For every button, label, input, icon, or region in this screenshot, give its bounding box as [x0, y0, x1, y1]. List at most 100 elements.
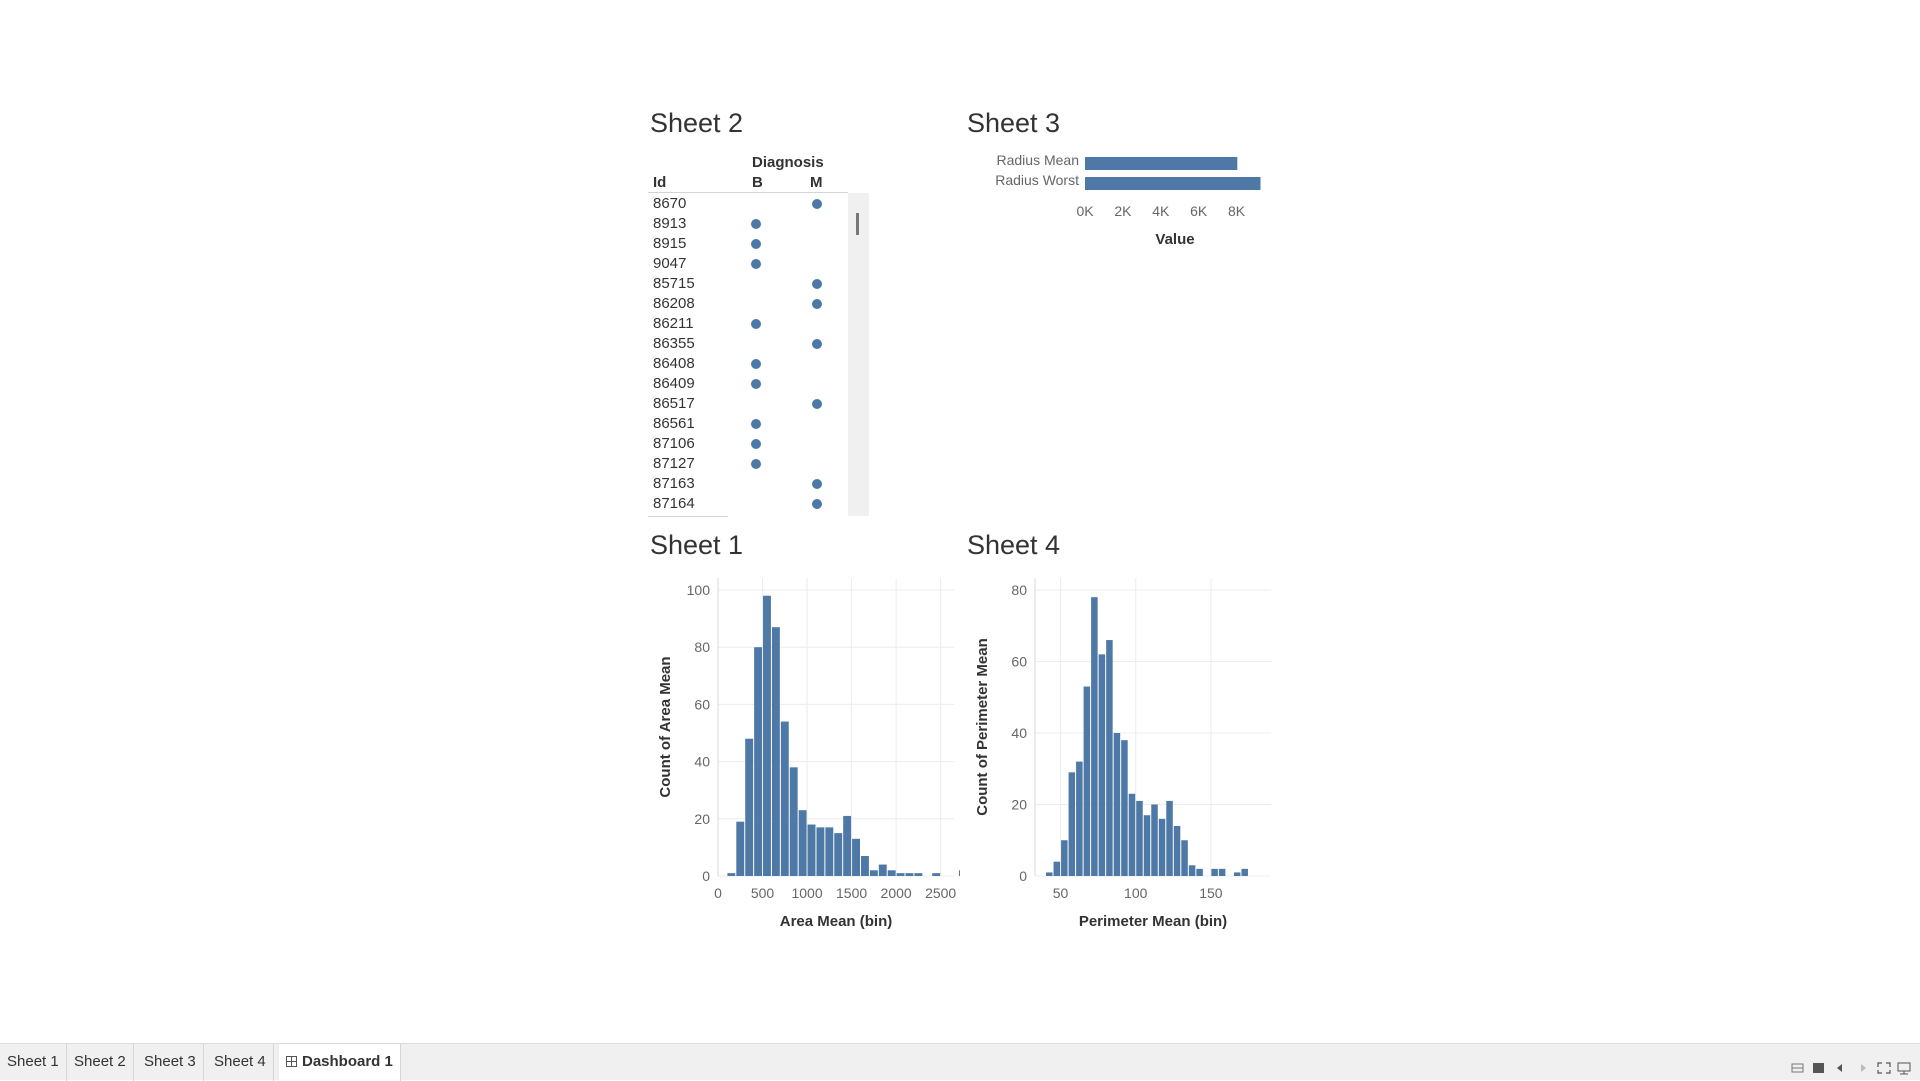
diagnosis-dot-m[interactable] — [812, 339, 822, 349]
histogram-bar[interactable] — [727, 873, 736, 876]
histogram-bar[interactable] — [798, 810, 807, 876]
diagnosis-dot-m[interactable] — [812, 279, 822, 289]
bar-radius-worst[interactable] — [1085, 177, 1261, 190]
diagnosis-dot-b[interactable] — [751, 259, 761, 269]
histogram-bar[interactable] — [1241, 868, 1248, 876]
diagnosis-dot-b[interactable] — [751, 219, 761, 229]
histogram-bar[interactable] — [1083, 686, 1091, 876]
next-tab-icon[interactable] — [1861, 1064, 1866, 1072]
table-row[interactable]: 8915 — [650, 233, 850, 253]
diagnosis-dot-b[interactable] — [751, 319, 761, 329]
histogram-bar[interactable] — [1046, 872, 1053, 876]
tab-dashboard-1[interactable]: Dashboard 1 — [279, 1044, 401, 1081]
histogram-bar[interactable] — [1091, 597, 1098, 876]
histogram-bar[interactable] — [852, 838, 860, 876]
tab-sheet-1[interactable]: Sheet 1 — [0, 1044, 67, 1081]
histogram-bar[interactable] — [780, 721, 789, 876]
table-row[interactable]: 8670 — [650, 193, 850, 213]
histogram-bar[interactable] — [1211, 868, 1218, 876]
table-row[interactable]: 86408 — [650, 353, 850, 373]
histogram-bar[interactable] — [896, 873, 905, 876]
histogram-bar[interactable] — [754, 647, 763, 876]
table-row[interactable]: 86355 — [650, 333, 850, 353]
x-axis-title: Value — [1155, 231, 1194, 248]
bar-radius-mean[interactable] — [1085, 157, 1238, 170]
histogram-bar[interactable] — [1143, 815, 1151, 876]
histogram-bar[interactable] — [1218, 868, 1226, 876]
histogram-bar[interactable] — [825, 827, 834, 876]
histogram-bar[interactable] — [1158, 818, 1166, 876]
previous-tab-icon[interactable] — [1837, 1064, 1842, 1072]
histogram-bar[interactable] — [1076, 761, 1083, 876]
y-axis-title: Count of Area Mean — [657, 656, 674, 797]
histogram-bar[interactable] — [905, 873, 914, 876]
histogram-bar[interactable] — [1106, 640, 1113, 876]
histogram-bar[interactable] — [771, 627, 780, 876]
histogram-bar[interactable] — [745, 738, 754, 876]
histogram-bar[interactable] — [763, 595, 771, 876]
category-label: Radius Worst — [995, 172, 1079, 188]
tab-sheet-2[interactable]: Sheet 2 — [67, 1044, 134, 1081]
histogram-bar[interactable] — [887, 870, 896, 876]
diagnosis-dot-m[interactable] — [812, 299, 822, 309]
tab-sheet-4[interactable]: Sheet 4 — [207, 1044, 274, 1081]
histogram-bar[interactable] — [1121, 740, 1128, 876]
fullscreen-icon[interactable] — [1877, 1062, 1891, 1074]
histogram-bar[interactable] — [1166, 800, 1173, 876]
table-row[interactable]: 8913 — [650, 213, 850, 233]
table-row[interactable]: 86211 — [650, 313, 850, 333]
histogram-bar[interactable] — [914, 873, 923, 876]
diagnosis-dot-m[interactable] — [812, 499, 822, 509]
table-row[interactable]: 87164 — [650, 493, 850, 513]
histogram-bar[interactable] — [789, 767, 798, 876]
histogram-bar[interactable] — [1151, 804, 1158, 877]
table-row[interactable]: 86517 — [650, 393, 850, 413]
histogram-bar[interactable] — [843, 815, 852, 876]
table-row[interactable]: 87106 — [650, 433, 850, 453]
histogram-bar[interactable] — [1061, 840, 1068, 876]
histogram-bar[interactable] — [1181, 840, 1188, 876]
histogram-bar[interactable] — [932, 873, 941, 876]
histogram-bar[interactable] — [1196, 868, 1203, 876]
histogram-bar[interactable] — [1136, 800, 1143, 876]
table-row[interactable]: 87127 — [650, 453, 850, 473]
diagnosis-dot-b[interactable] — [751, 459, 761, 469]
tab-sheet-3[interactable]: Sheet 3 — [137, 1044, 204, 1081]
table-row[interactable]: 9047 — [650, 253, 850, 273]
histogram-bar[interactable] — [1068, 772, 1076, 876]
histogram-bar[interactable] — [869, 870, 878, 876]
table-row[interactable]: 85715 — [650, 273, 850, 293]
histogram-bar[interactable] — [1053, 861, 1061, 876]
diagnosis-dot-b[interactable] — [751, 239, 761, 249]
histogram-bar[interactable] — [1128, 793, 1136, 876]
diagnosis-dot-m[interactable] — [812, 479, 822, 489]
diagnosis-dot-m[interactable] — [812, 399, 822, 409]
histogram-bar[interactable] — [958, 870, 960, 876]
histogram-bar[interactable] — [834, 833, 843, 876]
histogram-bar[interactable] — [1113, 733, 1121, 876]
diagnosis-dot-b[interactable] — [751, 419, 761, 429]
presentation-icon[interactable] — [1897, 1062, 1911, 1075]
x-tick-label: 500 — [751, 885, 775, 901]
histogram-bar[interactable] — [1173, 825, 1181, 876]
diagnosis-dot-m[interactable] — [812, 199, 822, 209]
table-row[interactable]: 86561 — [650, 413, 850, 433]
scrollbar-thumb[interactable] — [856, 213, 859, 235]
sheet-sorter-icon[interactable] — [1813, 1063, 1824, 1073]
histogram-bar[interactable] — [1098, 654, 1106, 876]
table-row[interactable]: 86409 — [650, 373, 850, 393]
diagnosis-dot-b[interactable] — [751, 379, 761, 389]
table-scrollbar[interactable] — [848, 193, 869, 516]
histogram-bar[interactable] — [807, 824, 816, 876]
histogram-bar[interactable] — [736, 821, 745, 876]
histogram-bar[interactable] — [1188, 865, 1196, 876]
histogram-bar[interactable] — [816, 827, 825, 876]
filmstrip-view-icon[interactable] — [1791, 1063, 1804, 1073]
diagnosis-dot-b[interactable] — [751, 439, 761, 449]
table-row[interactable]: 86208 — [650, 293, 850, 313]
diagnosis-dot-b[interactable] — [751, 359, 761, 369]
table-row[interactable]: 87163 — [650, 473, 850, 493]
histogram-bar[interactable] — [1233, 872, 1241, 876]
histogram-bar[interactable] — [860, 855, 869, 876]
histogram-bar[interactable] — [878, 864, 887, 876]
